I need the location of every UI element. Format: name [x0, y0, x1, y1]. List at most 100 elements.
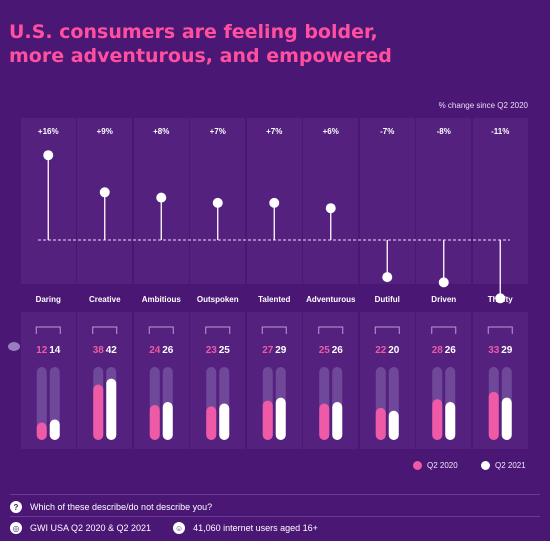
bar-q2-2021-ambitious	[162, 402, 173, 440]
value-q2-2021-ambitious: 26	[162, 345, 174, 356]
title-line-2: more adventurous, and empowered	[9, 45, 392, 67]
value-q2-2021-outspoken: 25	[219, 345, 231, 356]
bar-q2-2020-daring	[36, 422, 47, 440]
change-label-creative: +9%	[97, 127, 113, 136]
bar-q2-2020-outspoken	[206, 406, 217, 440]
value-q2-2021-dutiful: 20	[388, 345, 400, 356]
bar-q2-2021-thrifty	[501, 397, 512, 440]
category-label-ambitious: Ambitious	[142, 295, 182, 304]
bar-q2-2020-dutiful	[375, 407, 386, 440]
chart-title: U.S. consumers are feeling bolder, more …	[9, 20, 392, 68]
bar-column-bg	[20, 312, 76, 449]
bar-q2-2020-talented	[262, 400, 273, 440]
title-line-1: U.S. consumers are feeling bolder,	[9, 21, 378, 43]
bar-q2-2021-dutiful	[388, 410, 399, 440]
globe-icon: ◎	[10, 522, 22, 534]
change-label-dutiful: -7%	[380, 127, 394, 136]
legend-item-q2-2021: Q2 2021	[481, 461, 526, 470]
lollipop-dot-ambitious	[156, 192, 167, 203]
bar-q2-2021-driven	[445, 402, 456, 440]
value-q2-2021-talented: 29	[275, 345, 287, 356]
value-q2-2020-daring: 12	[36, 345, 48, 356]
bracket-talented	[261, 326, 287, 334]
bar-q2-2020-ambitious	[149, 404, 160, 440]
bracket-adventurous	[318, 326, 344, 334]
eye-icon	[8, 342, 20, 351]
change-label-outspoken: +7%	[210, 127, 226, 136]
category-label-talented: Talented	[258, 295, 290, 304]
lollipop-dot-talented	[269, 197, 280, 208]
value-q2-2020-driven: 28	[432, 345, 444, 356]
bracket-creative	[92, 326, 118, 334]
lollipop-dot-outspoken	[212, 197, 223, 208]
bar-q2-2021-talented	[275, 397, 286, 440]
bar-q2-2021-creative	[106, 378, 117, 440]
bar-column-bg	[246, 312, 302, 449]
lollipop-dot-dutiful	[382, 272, 393, 283]
bracket-thrifty	[487, 326, 513, 334]
bar-column-bg	[472, 312, 528, 449]
value-q2-2020-ambitious: 24	[149, 345, 161, 356]
footer-question: Which of these describe/do not describe …	[30, 502, 213, 512]
lollipop-dot-creative	[99, 187, 110, 198]
footer-sample: 41,060 internet users aged 16+	[193, 523, 318, 533]
bar-track-q2-2020-daring	[36, 367, 47, 440]
category-label-daring: Daring	[36, 295, 61, 304]
bracket-driven	[431, 326, 457, 334]
value-q2-2021-driven: 26	[445, 345, 457, 356]
bar-column-bg	[303, 312, 359, 449]
footer-divider	[10, 494, 540, 495]
bar-column-bg	[416, 312, 472, 449]
value-q2-2021-thrifty: 29	[501, 345, 513, 356]
category-label-creative: Creative	[89, 295, 121, 304]
category-label-driven: Driven	[431, 295, 456, 304]
value-q2-2021-daring: 14	[49, 345, 61, 356]
bracket-outspoken	[205, 326, 231, 334]
lollipop-dot-thrifty	[495, 293, 506, 304]
bar-q2-2020-adventurous	[319, 403, 330, 440]
change-label-talented: +7%	[266, 127, 282, 136]
legend-label-q2-2021: Q2 2021	[495, 461, 526, 470]
lollipop-dot-adventurous	[325, 203, 336, 214]
bar-column-bg	[133, 312, 189, 449]
legend-dot-q2-2021	[481, 461, 490, 470]
change-label-adventurous: +6%	[323, 127, 339, 136]
value-q2-2020-outspoken: 23	[206, 345, 218, 356]
value-q2-2020-adventurous: 25	[319, 345, 331, 356]
value-q2-2021-adventurous: 26	[332, 345, 344, 356]
value-q2-2020-thrifty: 33	[488, 345, 500, 356]
lollipop-column-bg	[303, 118, 359, 284]
legend-dot-q2-2020	[413, 461, 422, 470]
category-label-adventurous: Adventurous	[306, 295, 356, 304]
axis-note: % change since Q2 2020	[438, 101, 528, 110]
bracket-ambitious	[148, 326, 174, 334]
category-label-outspoken: Outspoken	[197, 295, 239, 304]
value-q2-2021-creative: 42	[106, 345, 118, 356]
change-label-ambitious: +8%	[153, 127, 169, 136]
people-icon: ☺	[173, 522, 186, 534]
bar-q2-2020-thrifty	[488, 391, 499, 440]
bar-q2-2020-driven	[432, 399, 443, 440]
bar-q2-2021-daring	[49, 419, 60, 440]
bracket-dutiful	[374, 326, 400, 334]
legend-item-q2-2020: Q2 2020	[413, 461, 458, 470]
change-label-driven: -8%	[437, 127, 451, 136]
category-label-thrifty: Thrifty	[488, 295, 513, 304]
footer-source-row: ◎ GWI USA Q2 2020 & Q2 2021 ☺ 41,060 int…	[10, 522, 318, 534]
bar-q2-2021-outspoken	[219, 403, 230, 440]
lollipop-dot-daring	[43, 150, 54, 161]
value-q2-2020-creative: 38	[93, 345, 105, 356]
value-q2-2020-talented: 27	[262, 345, 274, 356]
bar-column-bg	[77, 312, 133, 449]
change-label-daring: +16%	[38, 127, 59, 136]
lollipop-dot-driven	[438, 277, 449, 288]
footer-source: GWI USA Q2 2020 & Q2 2021	[30, 523, 152, 533]
category-label-dutiful: Dutiful	[375, 295, 400, 304]
bar-q2-2020-creative	[93, 384, 104, 440]
bracket-daring	[35, 326, 61, 334]
value-q2-2020-dutiful: 22	[375, 345, 387, 356]
bar-column-bg	[190, 312, 246, 449]
bar-q2-2021-adventurous	[332, 402, 343, 440]
footer-question-row: ? Which of these describe/do not describ…	[10, 501, 212, 513]
